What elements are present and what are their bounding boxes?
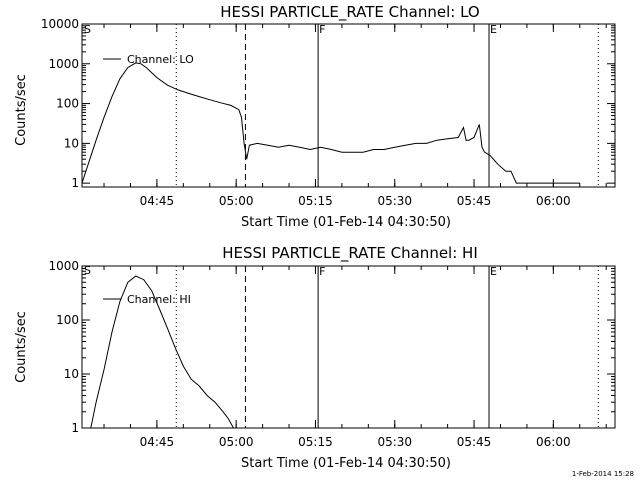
- series-line: [90, 275, 234, 429]
- marker-label: F: [319, 23, 325, 36]
- x-tick-label: 05:30: [377, 194, 412, 208]
- x-tick-label: 06:00: [536, 435, 571, 449]
- x-tick-label: 05:30: [377, 435, 412, 449]
- plot-frame: [81, 265, 616, 429]
- corner-label: S: [84, 23, 91, 36]
- x-tick-label: 05:45: [457, 194, 492, 208]
- x-tick-label: 06:00: [536, 194, 571, 208]
- y-axis-label: Counts/sec: [14, 311, 29, 383]
- x-tick-label: 05:45: [457, 435, 492, 449]
- lo-channel-panel: HESSI PARTICLE_RATE Channel: LO Start Ti…: [14, 3, 616, 230]
- series-line: [81, 62, 580, 184]
- y-tick-label: 10: [64, 367, 79, 381]
- x-tick-label: 05:00: [219, 194, 254, 208]
- x-tick-label: 04:45: [140, 194, 175, 208]
- plot-frame: [81, 23, 616, 188]
- y-tick-label: 1: [71, 421, 79, 435]
- x-tick-label: 04:45: [140, 435, 175, 449]
- marker-label: E: [490, 265, 497, 278]
- corner-label: S: [84, 264, 91, 277]
- plot-marks: 1 10 100 1000 04:45 05:00 05:15 05:30 05:45 06:00…: [48, 259, 615, 449]
- x-tick-label: 05:15: [298, 194, 333, 208]
- plot-marks: 1 10 100 1000 10000 04:45 05:00 05:15 05:30 05:45…: [41, 17, 615, 208]
- x-tick-label: 05:00: [219, 435, 254, 449]
- legend-label: Channel: LO: [127, 53, 194, 66]
- y-tick-label: 10: [64, 136, 79, 150]
- y-tick-label: 100: [56, 313, 79, 327]
- y-tick-label: 1000: [48, 259, 79, 273]
- chart-title: HESSI PARTICLE_RATE Channel: HI: [222, 244, 478, 263]
- y-tick-label: 100: [56, 97, 79, 111]
- y-tick-label: 1: [71, 176, 79, 190]
- y-axis-label: Counts/sec: [14, 74, 29, 146]
- x-axis-label: Start Time (01-Feb-14 04:30:50): [241, 215, 451, 230]
- y-tick-label: 1000: [48, 57, 79, 71]
- marker-label: E: [490, 23, 497, 36]
- timestamp-footer: 1-Feb-2014 15:28: [572, 470, 634, 478]
- marker-label: F: [319, 265, 325, 278]
- x-axis-label: Start Time (01-Feb-14 04:30:50): [241, 456, 451, 471]
- y-tick-label: 10000: [41, 17, 79, 31]
- x-tick-label: 05:15: [298, 435, 333, 449]
- hi-channel-panel: HESSI PARTICLE_RATE Channel: HI Start Ti…: [14, 244, 616, 471]
- chart-title: HESSI PARTICLE_RATE Channel: LO: [220, 3, 479, 22]
- legend-label: Channel: HI: [127, 293, 191, 306]
